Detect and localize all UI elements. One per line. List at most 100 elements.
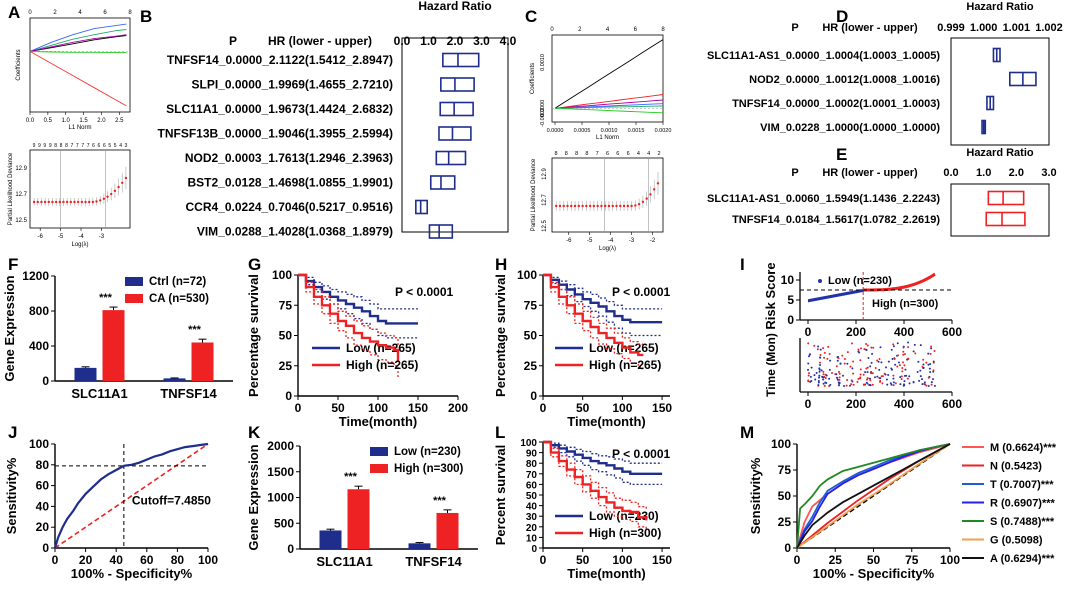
x-tick-label: 40 [110,553,124,567]
x-tick-label: 150 [652,553,672,567]
legend-swatch-1 [125,294,143,303]
x-axis-label: Time(month) [339,414,417,429]
time-point [818,370,821,373]
time-point [807,362,810,365]
y-tick-label: 80 [526,459,538,470]
deviance-point [649,193,652,196]
time-point [912,381,915,384]
x-tick-label: 80 [171,553,185,567]
y-tick-label: 90 [526,449,538,460]
time-point [819,356,822,359]
time-point [829,383,832,386]
x-tick-label: 100 [612,553,632,567]
x-tick-label: 200 [846,325,866,339]
forest-title: Hazard Ratio [418,0,491,13]
time-point [873,376,876,379]
time-point [865,367,868,370]
time-point [819,364,821,367]
top-tick-label: 9 [43,143,46,149]
forest-row-label: VIM_0.0228_1.0000(1.0000_1.0000) [760,122,940,134]
coef-ylabel: Coefficients [16,49,22,80]
p-value-label: P < 0.0001 [612,285,670,299]
time-point [807,372,810,375]
deviance-point [577,204,581,208]
panel-e-forest: Hazard Ratio P HR (lower - upper) 0.0 1.0 2.0… [707,147,1057,237]
x-tick-label: -4 [608,238,614,244]
time-point [866,344,869,347]
legend-label-1: High (n=300) [589,526,661,540]
roc-curve-5 [796,443,951,549]
legend-label-1: CA (n=530) [149,293,209,305]
time-point [849,365,852,368]
y-axis-label: Percentage survival [246,274,261,397]
y-tick-label: 100 [771,437,791,451]
deviance-point [106,195,109,198]
deviance-point [32,200,36,204]
ci-box [985,211,1026,227]
time-point [897,361,900,364]
y-axis-label: Sensitivity% [748,457,763,534]
significance-label: *** [433,495,447,507]
time-point [930,345,933,348]
x-tick-label: 1.5 [79,118,88,124]
deviance-point [588,204,592,208]
x-tick-label: 0.0010 [601,128,618,134]
deviance-point [619,204,622,208]
time-point [824,376,827,379]
y-tick-label: 75 [524,298,538,312]
top-tick-label: 0 [28,10,32,16]
x-tick-label: -5 [587,238,593,244]
forest-row-label: NOD2_0.0003_1.7613(1.2946_2.3963) [185,151,393,165]
legend-label-5: G (0.5098) [990,535,1043,547]
forest-row-label: TNFSF14_0.0000_2.1122(1.5412_2.8947) [167,53,393,67]
x-tick-label: -2 [650,238,656,244]
time-point [866,378,869,381]
time-point [917,360,920,363]
time-point [929,363,932,366]
y-tick-label: 12.5 [15,218,27,224]
coef-path-1 [554,94,664,109]
time-point [912,350,915,353]
deviance-point [607,204,611,208]
x-tick-label: 60 [140,553,154,567]
x-tick-label: 200 [846,397,866,411]
time-point [923,382,926,385]
col-hr-header: HR (lower - upper) [822,22,918,34]
y-tick-label: 75 [778,463,792,477]
time-point [927,384,930,387]
bar-1-0 [102,310,125,381]
x-tick-label: 0.0000 [547,128,564,134]
top-tick-label: 6 [627,151,630,157]
panel-letter-C: C [525,7,537,26]
y-axis-label: Percentage survival [493,274,508,397]
time-point [862,383,865,386]
time-point [930,383,933,386]
x-tick-label: 0 [540,553,547,567]
time-point [860,347,863,350]
roc-curve-4 [796,443,951,549]
time-point [810,366,813,369]
deviance-point [58,200,61,204]
time-point [880,361,883,364]
time-point [874,367,877,370]
time-point [819,361,821,364]
time-point [836,376,839,379]
ci-box [428,224,454,239]
time-point [900,375,903,378]
legend-low-label: Low (n=230) [828,275,892,287]
time-point [907,341,910,344]
time-point [807,368,809,371]
deviance-point [592,204,596,208]
time-point [893,357,896,360]
survival-curve-1 [298,273,400,363]
deviance-point [630,204,633,208]
top-tick-label: 6 [98,143,101,149]
legend-swatch-0 [125,277,143,286]
time-point [852,383,855,386]
time-point [929,352,932,355]
time-point [913,343,916,346]
deviance-point [80,200,84,204]
x-tick-label: 0.5 [44,118,53,124]
time-point [892,345,895,348]
